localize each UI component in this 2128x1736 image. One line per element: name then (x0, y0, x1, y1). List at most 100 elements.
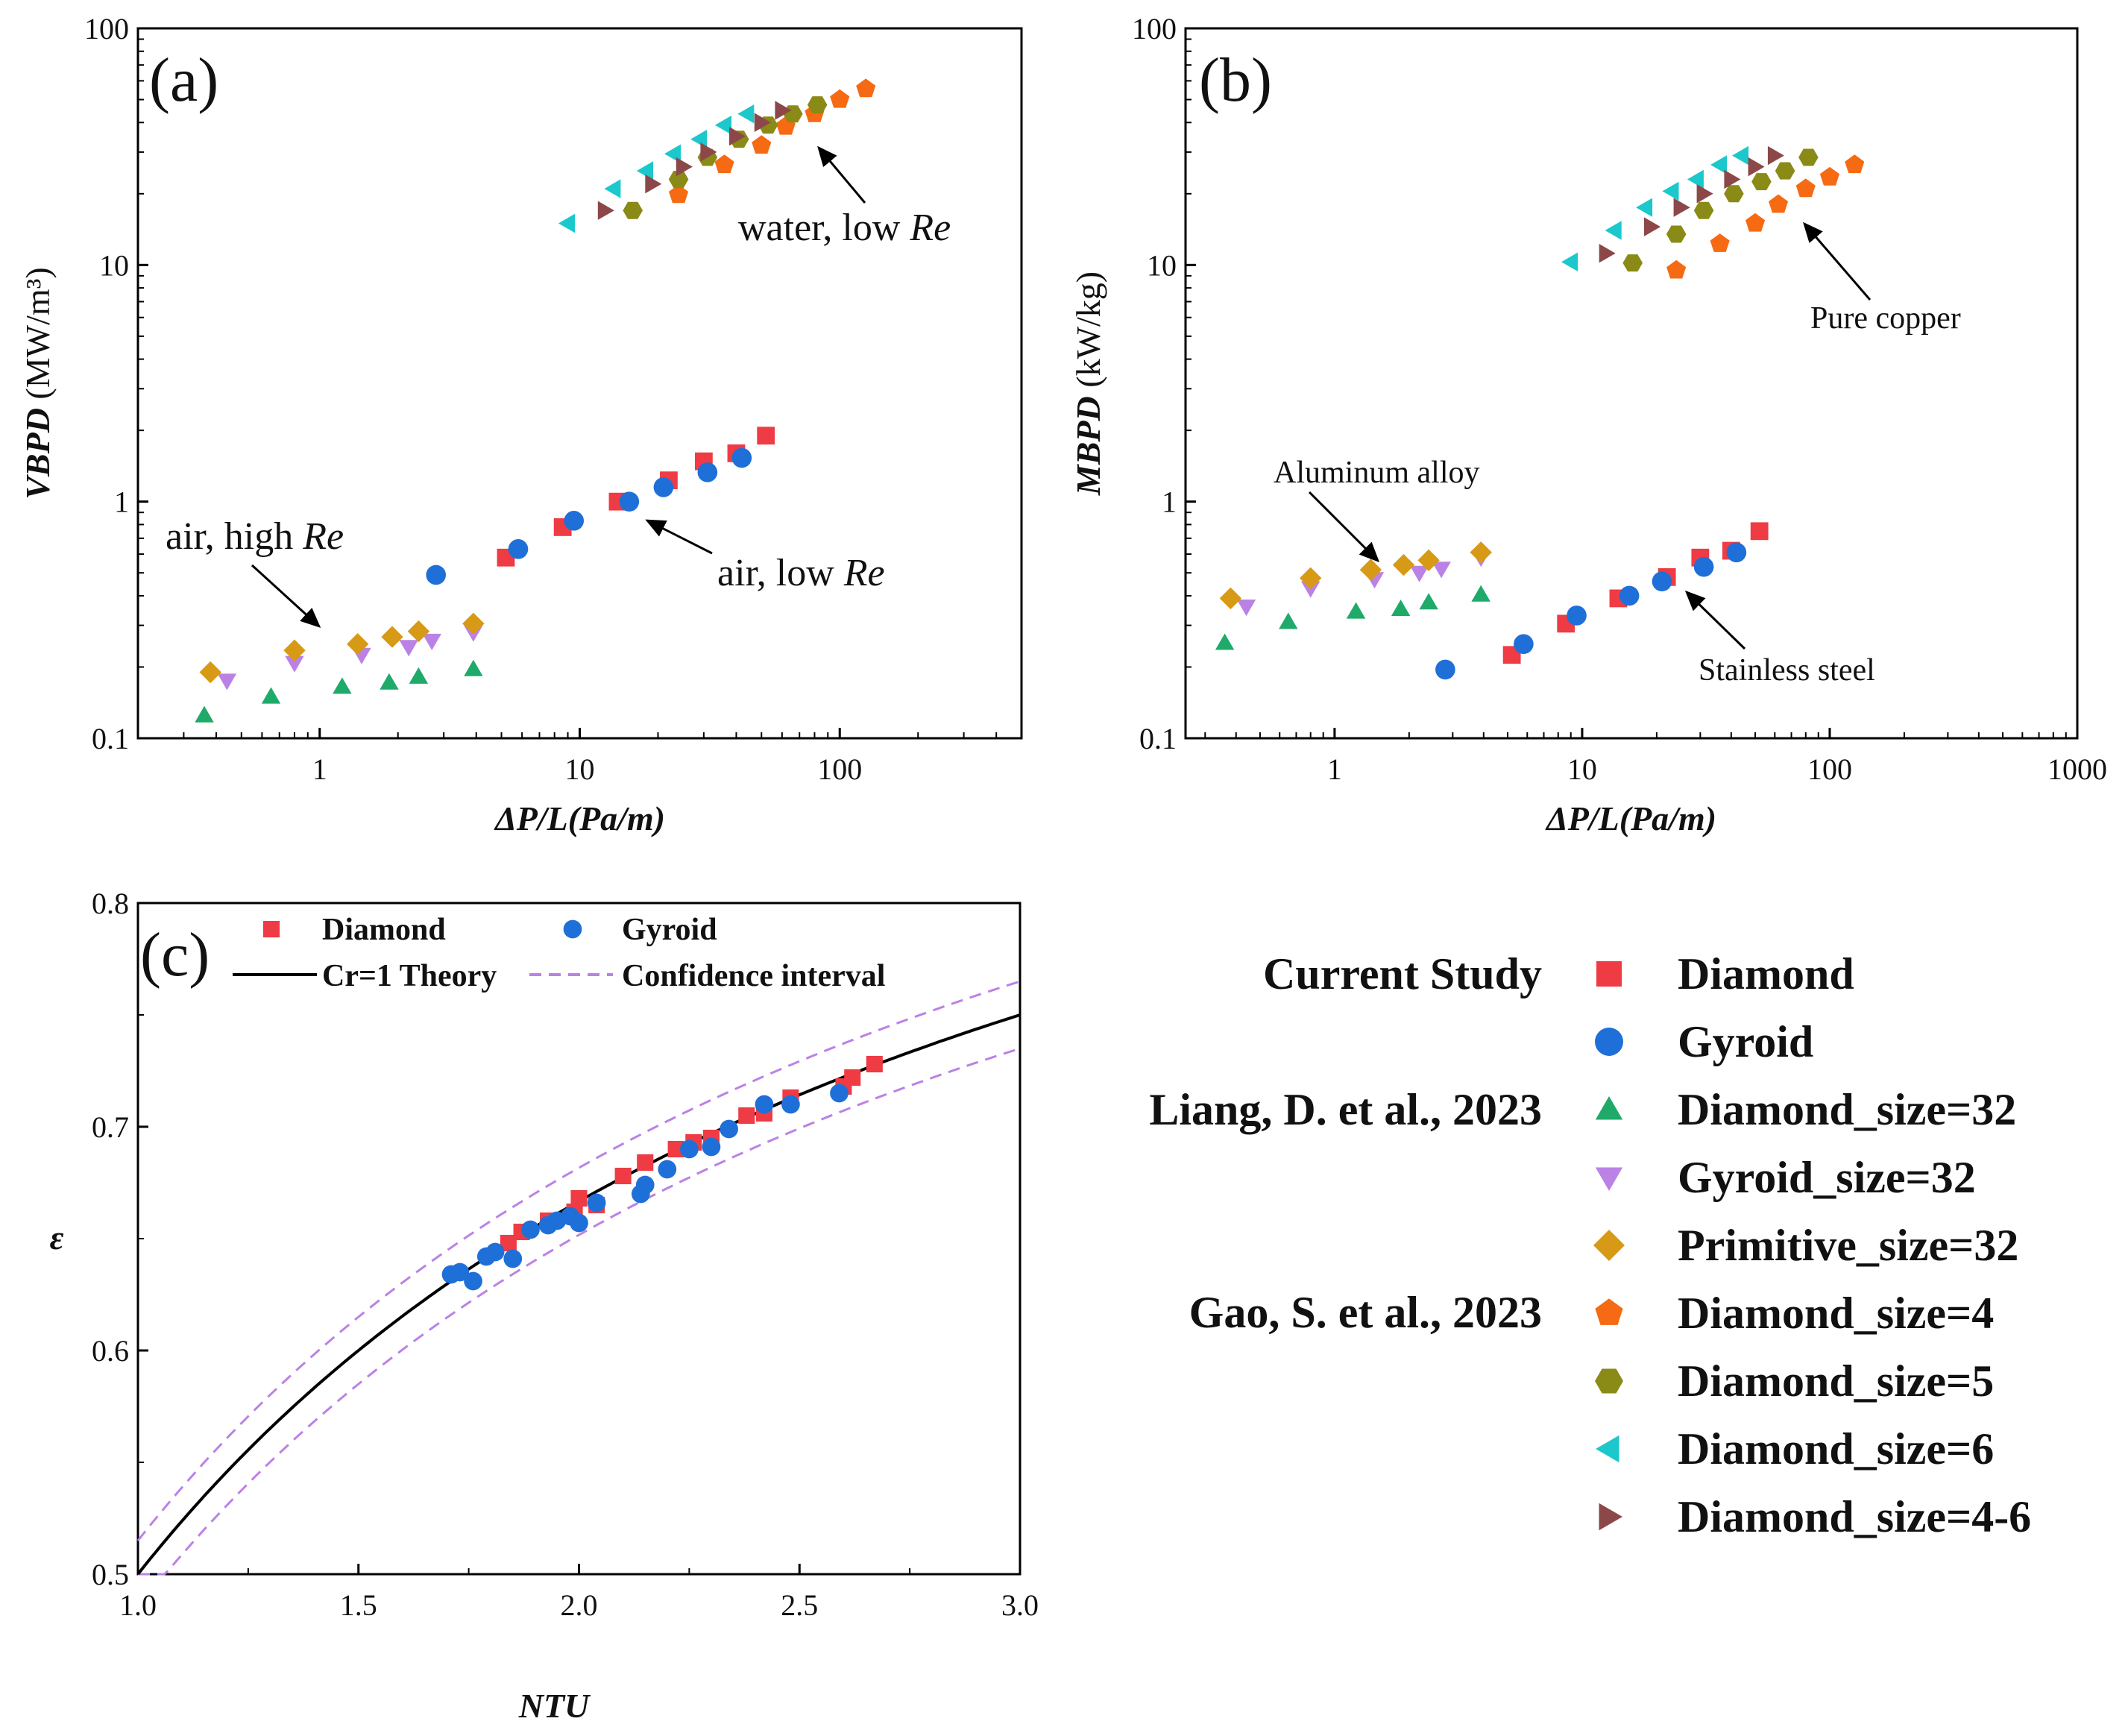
legend-group-current-study: Current Study (1263, 949, 1542, 998)
panel-b-y-axis-title-unit: (kW/kg) (1069, 271, 1107, 388)
point-diamond-size-5-a-1 (668, 171, 689, 189)
panel-b-label: (b) (1199, 45, 1272, 115)
point-primitive-size-32-a-0 (199, 661, 221, 684)
annotation-air-high-re: air, high Re (166, 515, 344, 558)
point-diamond-c-8 (667, 1140, 684, 1158)
point-primitive-size-32-b-0 (1219, 587, 1242, 610)
arrow-stainless-steel (1684, 590, 1746, 650)
panel-c-x-axis-title: NTU (518, 1687, 591, 1725)
arrow-air-low-re (645, 519, 713, 555)
point-diamond-size-32-b-1 (1279, 612, 1298, 629)
theory-line (136, 1013, 1021, 1576)
point-diamond-size-5-b-6 (1798, 148, 1819, 166)
point-diamond-size-6-b-5 (1710, 155, 1728, 174)
panel-c-y-axis-title: ε (50, 1218, 64, 1257)
y-tick-label-a-2: 10 (99, 248, 129, 282)
point-gyroid-a-2 (564, 511, 585, 531)
legend-marker-gyroid (563, 919, 582, 939)
y-tick-label-c-1: 0.6 (92, 1334, 129, 1368)
point-diamond-size-32-b-5 (1471, 585, 1490, 602)
point-diamond-size-5-a-0 (623, 201, 643, 219)
legend-entry-diamond-size-5: Diamond_size=5 (1678, 1356, 1994, 1406)
panel-c-marks (441, 1055, 883, 1291)
legend-marker-main-diamond-size-4 (1595, 1298, 1623, 1325)
point-gyroid-b-1 (1514, 634, 1534, 655)
confidence-upper-line (136, 980, 1021, 1541)
point-diamond-size-32-b-3 (1391, 600, 1411, 616)
point-primitive-size-32-b-3 (1392, 553, 1415, 576)
legend-marker-main-diamond-size-4-6-shape (1599, 1503, 1622, 1531)
panel-a-x-axis-title: ΔP/L(Pa/m) (494, 799, 665, 837)
legend-marker-main-gyroid (1595, 1028, 1623, 1056)
point-diamond-c-15 (844, 1069, 861, 1086)
panel-a-marks (195, 78, 876, 723)
x-tick-label-c-4: 3.0 (1001, 1588, 1039, 1622)
point-diamond-size-32-a-3 (380, 673, 399, 690)
legend-group-gao-2023: Gao, S. et al., 2023 (1189, 1288, 1542, 1337)
point-diamond-size-4-b-4 (1795, 178, 1816, 198)
x-tick-label-c-2: 2.0 (561, 1588, 598, 1622)
panel-b-mbpd-chart: 1 10 100 1000 0.1 1 10 100 (b) ΔP/L(Pa/m) MBPD … (1069, 12, 2107, 837)
point-gyroid-size-32-a-4 (422, 633, 441, 650)
y-tick-label-c-2: 0.7 (92, 1110, 129, 1144)
panel-c-legend: Diamond Gyroid Cr=1 Theory Confidence in… (233, 913, 885, 993)
point-diamond-size-6-b-1 (1605, 221, 1622, 240)
point-diamond-size-5-b-3 (1724, 185, 1744, 203)
legend-label-confidence: Confidence interval (622, 959, 885, 993)
panel-c-label: (c) (140, 920, 210, 990)
point-primitive-size-32-a-4 (407, 620, 430, 643)
point-diamond-c-0 (500, 1234, 517, 1252)
series-diamond-size-32-a (195, 659, 483, 723)
point-gyroid-c-6 (521, 1220, 540, 1239)
legend-marker-main-primitive-size-32 (1593, 1230, 1625, 1261)
series-diamond-size-5-b (1622, 148, 1819, 272)
point-gyroid-c-2 (464, 1271, 482, 1291)
point-diamond-size-4-a-1 (714, 154, 734, 174)
point-primitive-size-32-b-2 (1359, 559, 1382, 581)
x-tick-label-b-0: 1 (1327, 752, 1342, 786)
legend-marker-main-gyroid-shape (1595, 1028, 1623, 1056)
point-gyroid-size-32-b-4 (1432, 562, 1451, 579)
point-diamond-size-4-b-0 (1666, 260, 1687, 279)
y-tick-label-a-3: 100 (84, 12, 129, 45)
point-gyroid-size-32-a-0 (217, 673, 237, 691)
point-gyroid-c-16 (702, 1137, 721, 1157)
point-diamond-size-32-b-4 (1419, 593, 1438, 610)
point-diamond-size-6-b-3 (1662, 181, 1679, 201)
point-gyroid-a-6 (731, 447, 752, 468)
arrow-air-high-re (251, 564, 321, 629)
point-diamond-size-5-b-1 (1666, 225, 1687, 243)
point-gyroid-a-0 (426, 564, 447, 585)
point-gyroid-a-4 (653, 477, 674, 497)
y-tick-label-b-0: 0.1 (1139, 722, 1177, 755)
point-gyroid-a-3 (619, 491, 640, 512)
point-diamond-b-6 (1750, 522, 1769, 541)
point-diamond-size-6-b-4 (1687, 169, 1704, 189)
legend-marker-main-gyroid-size-32-shape (1595, 1167, 1623, 1191)
series-primitive-size-32-b (1219, 541, 1492, 610)
point-gyroid-size-32-b-0 (1236, 600, 1256, 617)
point-gyroid-c-15 (680, 1139, 699, 1159)
point-gyroid-c-1 (450, 1262, 470, 1282)
point-diamond-size-4-a-5 (830, 89, 850, 108)
series-diamond-size-4-b (1666, 154, 1865, 279)
legend-entry-gyroid-size-32: Gyroid_size=32 (1678, 1153, 1976, 1202)
point-diamond-size-4-6-b-0 (1599, 244, 1616, 263)
series-primitive-size-32-a (199, 612, 485, 684)
legend-entry-diamond-size-32: Diamond_size=32 (1678, 1085, 2016, 1134)
series-gyroid-size-32-a (217, 625, 483, 691)
legend-entry-diamond-size-6: Diamond_size=6 (1678, 1424, 1994, 1474)
point-primitive-size-32-b-1 (1300, 567, 1322, 589)
point-diamond-size-6-b-6 (1732, 145, 1748, 166)
series-gyroid-a (426, 447, 752, 585)
point-gyroid-b-5 (1693, 556, 1714, 577)
series-diamond-size-4-6-b (1599, 145, 1784, 263)
legend-marker-main-diamond-size-5-shape (1595, 1368, 1623, 1394)
panel-a-ticks: 1 10 100 0.1 1 10 100 (84, 12, 998, 786)
annotation-water-low-re: water, low Re (738, 207, 951, 249)
legend-label-diamond: Diamond (322, 913, 446, 947)
panel-b-marks (1215, 145, 1865, 680)
point-diamond-size-4-b-3 (1769, 194, 1789, 213)
point-diamond-size-4-6-b-1 (1644, 217, 1661, 236)
point-diamond-size-32-a-4 (409, 667, 429, 684)
